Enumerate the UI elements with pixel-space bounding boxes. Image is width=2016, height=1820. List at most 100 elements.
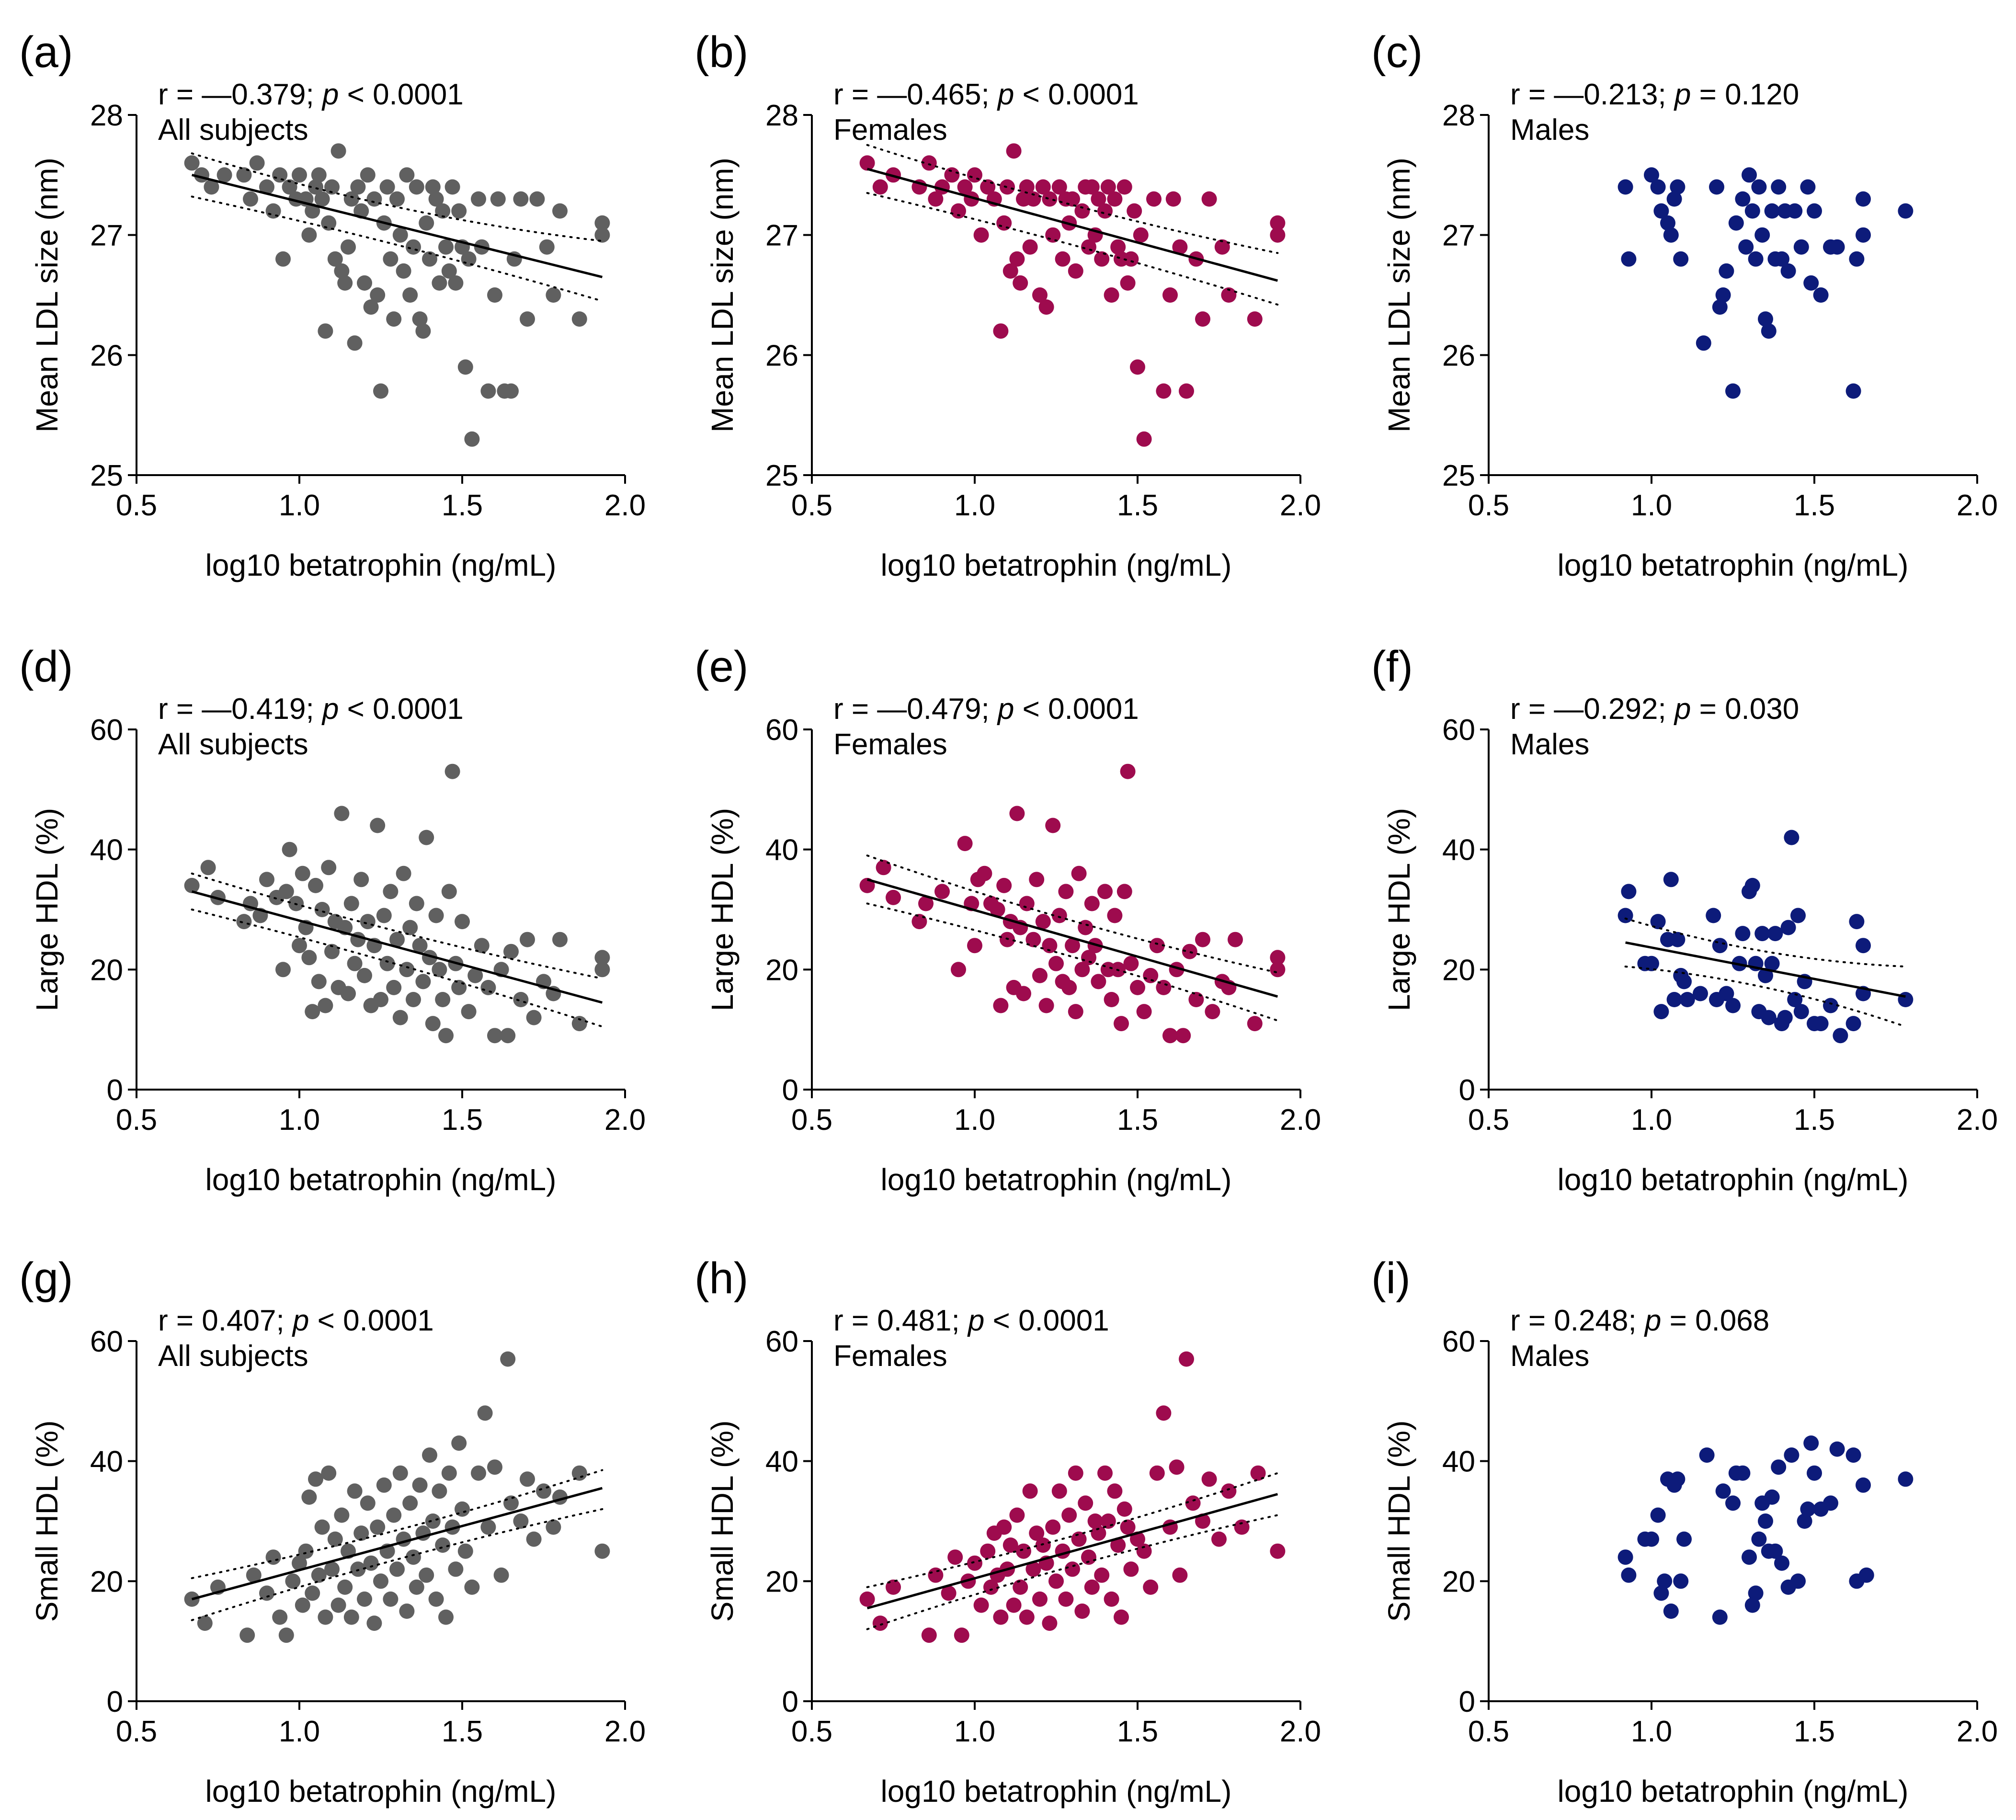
data-point bbox=[1074, 1604, 1090, 1619]
data-point bbox=[311, 974, 327, 990]
regression-line bbox=[866, 878, 1278, 998]
data-point bbox=[370, 287, 386, 303]
y-tick-label: 0 bbox=[1459, 1685, 1475, 1718]
data-point bbox=[239, 1627, 255, 1643]
data-point bbox=[1748, 251, 1764, 267]
data-point bbox=[389, 932, 405, 947]
data-point bbox=[406, 239, 421, 255]
data-point bbox=[993, 323, 1009, 339]
data-point bbox=[1104, 992, 1119, 1007]
data-point bbox=[1735, 191, 1751, 207]
data-point bbox=[425, 1513, 441, 1529]
data-point bbox=[1123, 251, 1139, 267]
data-point bbox=[321, 860, 337, 876]
data-point bbox=[1120, 1519, 1136, 1535]
data-point bbox=[993, 1609, 1009, 1625]
stat-r: r = 0.481; bbox=[833, 1304, 968, 1337]
data-point bbox=[360, 167, 376, 183]
data-point bbox=[1856, 938, 1871, 954]
y-tick-label: 60 bbox=[1442, 1325, 1475, 1358]
x-tick-label: 0.5 bbox=[1468, 1715, 1509, 1748]
data-point bbox=[428, 191, 444, 207]
data-point bbox=[1650, 914, 1666, 930]
data-point bbox=[594, 227, 610, 243]
data-point bbox=[967, 167, 982, 183]
panel-label: (e) bbox=[695, 642, 748, 691]
data-point bbox=[996, 215, 1012, 231]
data-point bbox=[376, 908, 392, 923]
data-point bbox=[448, 1561, 464, 1577]
data-point bbox=[1898, 1471, 1913, 1487]
data-point bbox=[337, 1579, 353, 1595]
data-point bbox=[282, 842, 297, 857]
regression-line bbox=[866, 168, 1278, 282]
data-point bbox=[396, 865, 411, 881]
data-point bbox=[520, 311, 535, 327]
data-point bbox=[1013, 275, 1028, 291]
data-point bbox=[980, 1543, 996, 1559]
data-point bbox=[1670, 179, 1686, 195]
data-point bbox=[1617, 179, 1633, 195]
data-point bbox=[1068, 1465, 1083, 1481]
data-point bbox=[1065, 1561, 1080, 1577]
data-point bbox=[1084, 179, 1100, 195]
data-point bbox=[1133, 227, 1149, 243]
data-point bbox=[1764, 1489, 1780, 1505]
data-point bbox=[444, 763, 460, 779]
data-point bbox=[571, 1465, 587, 1481]
y-tick-label: 27 bbox=[765, 219, 798, 252]
data-point bbox=[275, 251, 291, 267]
data-point bbox=[513, 1513, 529, 1529]
data-point bbox=[295, 1597, 310, 1613]
data-point bbox=[529, 191, 545, 207]
data-point bbox=[1029, 1525, 1045, 1541]
data-point bbox=[1797, 1513, 1812, 1529]
data-point bbox=[1195, 1513, 1210, 1529]
data-point bbox=[1709, 179, 1724, 195]
data-point bbox=[500, 1351, 516, 1367]
y-tick-label: 26 bbox=[765, 339, 798, 372]
data-point bbox=[1650, 179, 1666, 195]
data-point bbox=[1032, 1591, 1048, 1607]
data-point bbox=[432, 1483, 447, 1499]
stat-annotation: r = 0.407; p < 0.0001 bbox=[158, 1304, 434, 1337]
stat-r: r = —0.479; bbox=[833, 693, 998, 726]
y-tick-label: 40 bbox=[1442, 834, 1475, 867]
data-point bbox=[330, 1597, 346, 1613]
data-point bbox=[1114, 1016, 1129, 1032]
data-point bbox=[1042, 1615, 1058, 1631]
data-point bbox=[308, 877, 323, 893]
data-point bbox=[1078, 1495, 1093, 1511]
data-point bbox=[383, 884, 399, 899]
data-point bbox=[1712, 299, 1728, 315]
y-tick-label: 60 bbox=[765, 1325, 798, 1358]
data-point bbox=[1185, 1495, 1201, 1511]
data-point bbox=[480, 979, 496, 995]
y-axis-label: Large HDL (%) bbox=[30, 808, 64, 1011]
data-point bbox=[1653, 1585, 1669, 1601]
data-point bbox=[337, 275, 353, 291]
data-point bbox=[1621, 251, 1637, 267]
data-point bbox=[1735, 1465, 1751, 1481]
data-point bbox=[366, 191, 382, 207]
data-point bbox=[1617, 1549, 1633, 1565]
data-point bbox=[373, 383, 388, 399]
data-point bbox=[295, 865, 310, 881]
data-point bbox=[415, 974, 431, 990]
stat-r: r = —0.419; bbox=[158, 693, 322, 726]
data-point bbox=[1188, 992, 1204, 1007]
data-point bbox=[259, 872, 274, 887]
stat-p-symbol: p bbox=[997, 693, 1014, 726]
data-point bbox=[1097, 203, 1113, 219]
data-point bbox=[1061, 1507, 1077, 1523]
data-point bbox=[399, 962, 415, 978]
data-point bbox=[370, 818, 386, 833]
panel-label: (a) bbox=[19, 28, 73, 77]
data-point bbox=[951, 962, 966, 978]
data-point bbox=[275, 962, 291, 978]
data-point bbox=[341, 239, 356, 255]
data-point bbox=[1738, 239, 1754, 255]
regression-line bbox=[191, 173, 603, 278]
data-point bbox=[1270, 962, 1286, 978]
